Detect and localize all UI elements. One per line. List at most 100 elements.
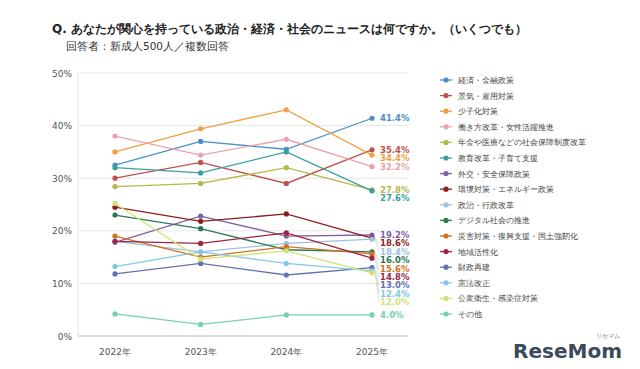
series-line bbox=[115, 203, 372, 272]
point bbox=[198, 249, 203, 254]
legend-label: 経済・金融政策 bbox=[457, 76, 514, 85]
grid-line bbox=[78, 336, 408, 337]
series-line bbox=[115, 110, 372, 155]
point bbox=[198, 152, 203, 157]
legend-marker bbox=[443, 218, 448, 223]
legend-marker bbox=[443, 296, 448, 301]
point bbox=[112, 233, 117, 238]
grid-line bbox=[78, 283, 408, 284]
series-line bbox=[115, 314, 372, 325]
series-line bbox=[115, 263, 372, 275]
y-tick-label: 50% bbox=[52, 69, 72, 79]
legend-label: 地域活性化 bbox=[457, 248, 498, 257]
point bbox=[198, 322, 203, 327]
point bbox=[198, 181, 203, 186]
series-line bbox=[115, 152, 372, 191]
legend-label: デジタル社会の推進 bbox=[458, 216, 530, 225]
point bbox=[112, 184, 117, 189]
point bbox=[284, 272, 289, 277]
point bbox=[284, 261, 289, 266]
point bbox=[284, 248, 289, 253]
legend-marker bbox=[443, 171, 448, 176]
point bbox=[198, 241, 203, 246]
point bbox=[112, 149, 117, 154]
grid-line bbox=[78, 73, 408, 74]
y-tick-label: 40% bbox=[52, 121, 72, 131]
leader-line bbox=[375, 191, 379, 198]
x-tick-label: 2025年 bbox=[356, 347, 388, 357]
legend-label: 外交・安全保障政策 bbox=[458, 170, 530, 179]
legend-label: 政治・行政改革 bbox=[458, 201, 514, 210]
legend-marker bbox=[443, 77, 448, 82]
logo: ReseMom bbox=[513, 339, 622, 363]
point bbox=[198, 126, 203, 131]
legend-marker bbox=[443, 311, 448, 316]
point bbox=[112, 239, 117, 244]
plot-area bbox=[112, 107, 374, 327]
legend-marker bbox=[443, 249, 448, 254]
series-line bbox=[115, 207, 372, 238]
x-tick-label: 2022年 bbox=[99, 347, 131, 357]
y-tick-label: 0% bbox=[58, 332, 73, 342]
point bbox=[112, 134, 117, 139]
point bbox=[369, 164, 374, 169]
point bbox=[369, 116, 374, 121]
point bbox=[198, 226, 203, 231]
leader-line bbox=[375, 271, 379, 294]
data-label: 41.4% bbox=[380, 113, 410, 123]
y-tick-label: 20% bbox=[52, 226, 72, 236]
series-line bbox=[115, 168, 372, 190]
legend-label: 教育改革・子育て支援 bbox=[458, 154, 538, 163]
legend-marker bbox=[443, 280, 448, 285]
leader-line bbox=[375, 273, 379, 302]
legend-label: 少子化対策 bbox=[458, 107, 498, 116]
legend-label: 憲法改正 bbox=[457, 279, 490, 288]
legend-label: 公衆衛生・感染症対策 bbox=[458, 294, 538, 303]
legend-marker bbox=[443, 202, 448, 207]
point bbox=[112, 165, 117, 170]
legend-marker bbox=[443, 155, 448, 160]
point bbox=[369, 188, 374, 193]
y-axis-line bbox=[78, 73, 79, 336]
point bbox=[198, 160, 203, 165]
point bbox=[198, 257, 203, 262]
point bbox=[369, 152, 374, 157]
data-label: 27.6% bbox=[380, 193, 410, 203]
point bbox=[284, 181, 289, 186]
point bbox=[369, 237, 374, 242]
point bbox=[369, 256, 374, 261]
legend-label: 災害対策・復興支援・国土強靭化 bbox=[458, 232, 578, 241]
point bbox=[198, 213, 203, 218]
legend-marker bbox=[443, 233, 448, 238]
legend-label: 働き方改革・女性活躍推進 bbox=[458, 123, 554, 132]
point bbox=[369, 270, 374, 275]
grid-line bbox=[78, 230, 408, 231]
point bbox=[284, 312, 289, 317]
legend-label: 環境対策・エネルギー政策 bbox=[458, 185, 554, 194]
leader-line bbox=[375, 239, 379, 252]
legend-marker bbox=[443, 124, 448, 129]
point bbox=[112, 311, 117, 316]
subtitle: 回答者：新成人500人／複数回答 bbox=[66, 40, 229, 52]
legend-label: 財政再建 bbox=[458, 263, 490, 272]
point bbox=[284, 107, 289, 112]
title: Q. あなたが関心を持っている政治・経済・社会のニュースは何ですか。（いくつでも… bbox=[52, 22, 527, 36]
y-tick-label: 30% bbox=[52, 174, 72, 184]
point bbox=[369, 147, 374, 152]
grid-line bbox=[78, 178, 408, 179]
legend-label: 年金や医療などの社会保障制度改革 bbox=[458, 138, 586, 147]
grid-line bbox=[78, 125, 408, 126]
x-tick-label: 2023年 bbox=[185, 347, 217, 357]
point bbox=[284, 165, 289, 170]
legend-marker bbox=[443, 93, 448, 98]
data-label: 12.0% bbox=[380, 297, 410, 307]
point bbox=[284, 149, 289, 154]
chart: Q. あなたが関心を持っている政治・経済・社会のニュースは何ですか。（いくつでも… bbox=[0, 0, 640, 369]
point bbox=[284, 137, 289, 142]
legend-marker bbox=[443, 109, 448, 114]
legend-marker bbox=[443, 265, 448, 270]
data-label: 32.2% bbox=[380, 162, 410, 172]
point bbox=[198, 249, 203, 254]
point bbox=[284, 211, 289, 216]
point bbox=[198, 139, 203, 144]
